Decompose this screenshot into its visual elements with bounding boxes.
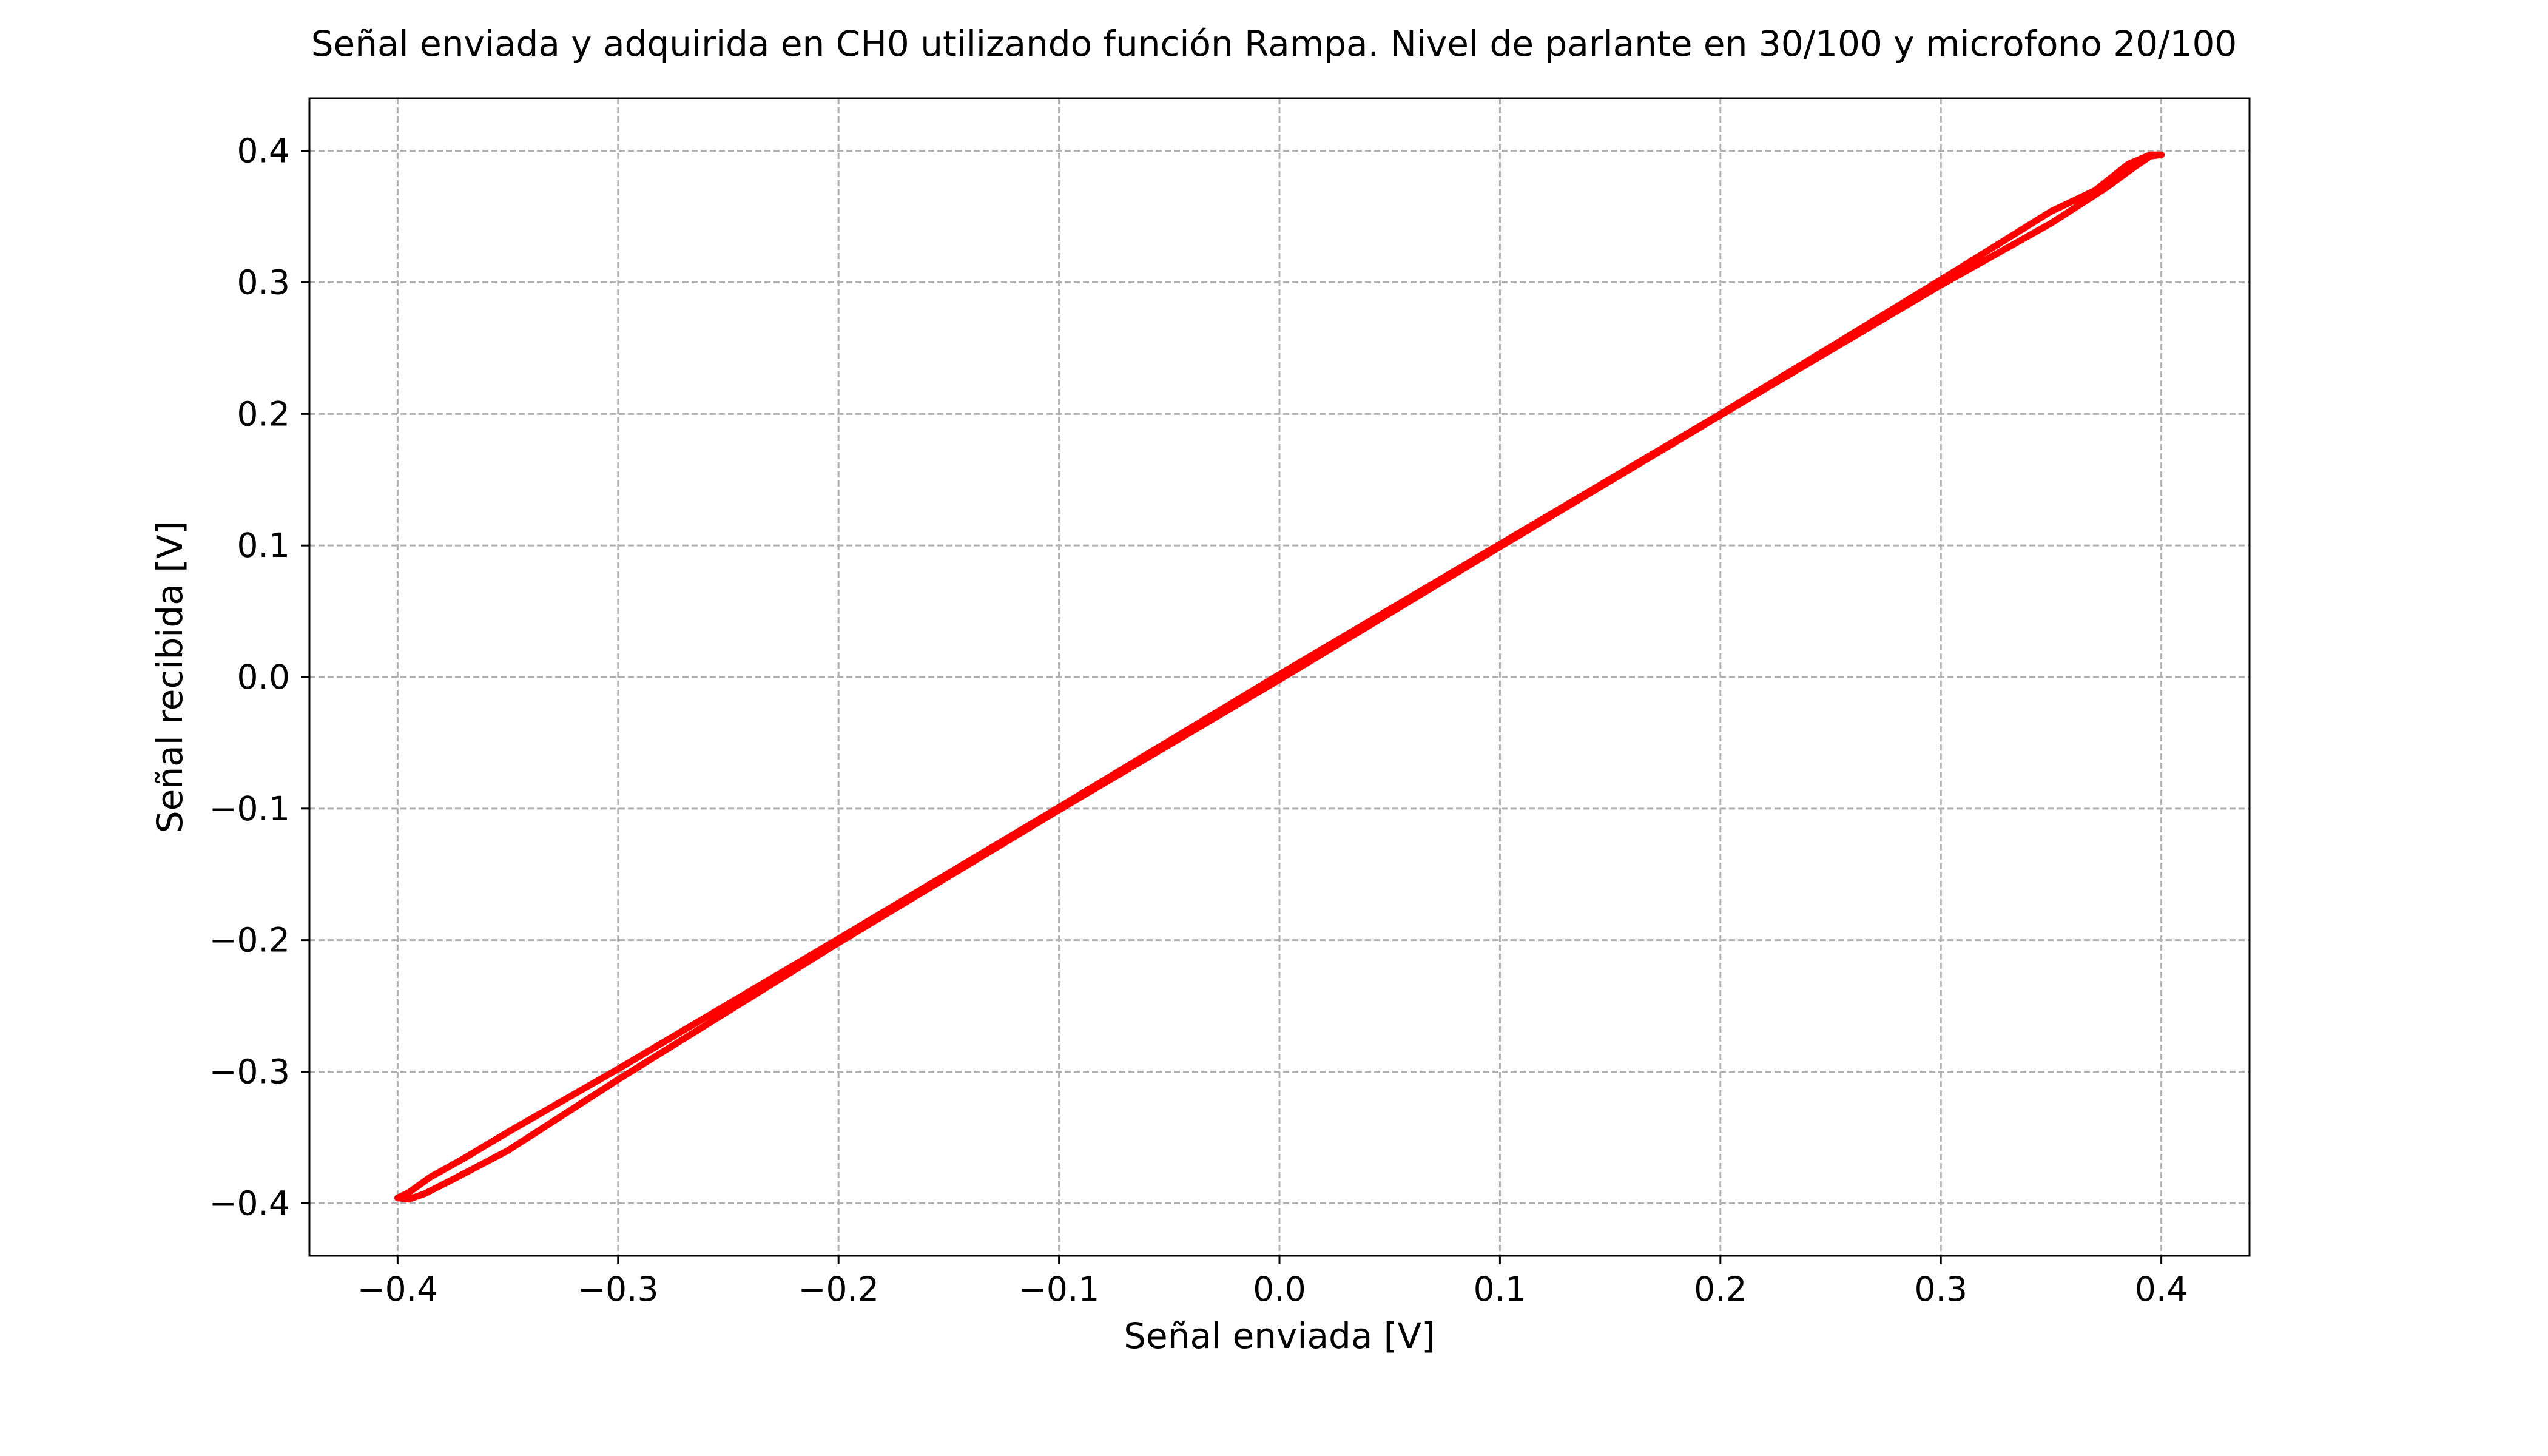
y-tick-label: −0.2 [209,921,290,960]
y-tick-label: −0.1 [209,789,290,828]
x-tick-label: 0.1 [1474,1270,1526,1309]
x-tick-label: 0.3 [1914,1270,1967,1309]
y-tick-label: 0.3 [237,263,290,302]
x-tick-label: −0.1 [1019,1270,1100,1309]
x-tick-label: 0.4 [2135,1270,2188,1309]
y-axis-label: Señal recibida [V] [149,521,190,833]
x-axis-label: Señal enviada [V] [1124,1315,1435,1357]
x-tick-label: 0.2 [1694,1270,1747,1309]
y-tick-label: −0.4 [209,1184,290,1222]
x-tick-label: −0.4 [357,1270,439,1309]
y-tick-label: 0.2 [237,394,290,433]
plot-area [394,151,2165,1203]
x-tick-labels: −0.4 −0.3 −0.2 −0.1 0.0 0.1 0.2 0.3 0.4 [357,1270,2188,1309]
y-tick-label: −0.3 [209,1052,290,1091]
x-tick-label: −0.2 [798,1270,879,1309]
chart-title: Señal enviada y adquirida en CH0 utiliza… [311,23,2237,64]
y-tick-labels: −0.4 −0.3 −0.2 −0.1 0.0 0.1 0.2 0.3 0.4 [209,132,290,1223]
y-tick-label: 0.1 [237,526,290,565]
x-tick-label: −0.3 [578,1270,659,1309]
y-tick-label: 0.4 [237,132,290,170]
x-tick-label: 0.0 [1253,1270,1306,1309]
ticks-layer [301,150,2163,1264]
series-line-ramp [394,151,2165,1203]
y-tick-label: 0.0 [237,658,290,696]
